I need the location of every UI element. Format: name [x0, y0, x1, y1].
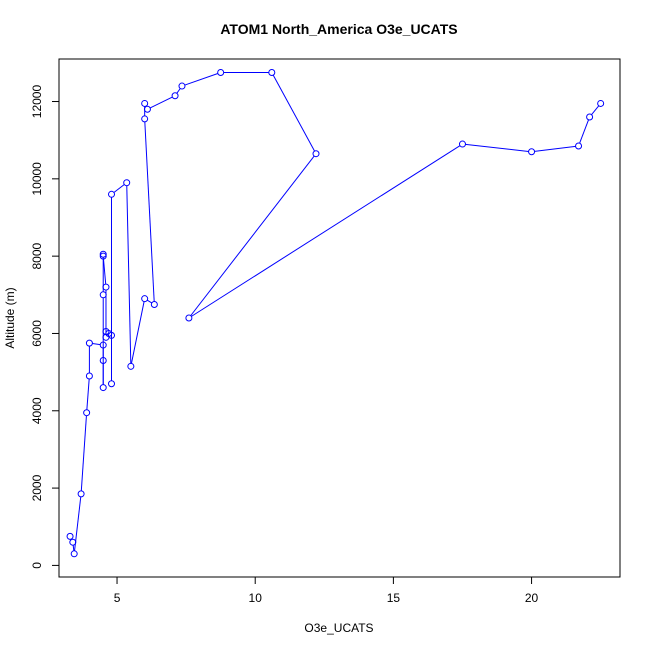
data-point	[99, 291, 107, 299]
series-segment	[579, 119, 589, 144]
series-segment	[184, 73, 219, 86]
x-tick-label: 10	[249, 591, 263, 605]
y-axis: 0 2000 4000 6000 8000 10000 12000	[30, 85, 60, 569]
series-segment	[191, 145, 461, 317]
series-segment	[144, 121, 155, 302]
y-tick-label: 10000	[30, 162, 44, 196]
y-tick-label: 12000	[30, 85, 44, 119]
series-segment	[176, 88, 181, 94]
y-tick-label: 0	[30, 562, 44, 569]
data-point	[458, 140, 466, 148]
data-point	[150, 300, 158, 308]
series-segment	[190, 155, 315, 316]
y-tick-label: 4000	[30, 397, 44, 424]
data-point	[185, 314, 193, 322]
data-point	[108, 331, 116, 339]
data-point	[123, 179, 131, 187]
series-segment	[102, 259, 107, 285]
series-segment	[86, 378, 90, 410]
series-segment	[113, 184, 125, 193]
data-point	[108, 380, 116, 388]
series-segment	[146, 299, 153, 304]
data-point	[141, 295, 149, 303]
data-point	[597, 99, 605, 107]
series-segment	[92, 343, 101, 346]
x-axis-label: O3e_UCATS	[304, 621, 373, 635]
data-point	[83, 409, 91, 417]
y-axis-label: Altitude (m)	[3, 287, 17, 348]
data-point	[99, 357, 107, 365]
series-segment	[272, 74, 316, 152]
plot-frame	[58, 58, 621, 578]
x-tick-label: 20	[525, 591, 539, 605]
data-point	[575, 142, 583, 150]
data-point	[268, 69, 276, 77]
series-segment	[130, 301, 145, 364]
data-point	[528, 148, 536, 156]
data-point	[171, 92, 179, 100]
data-point	[69, 538, 77, 546]
x-tick-label: 5	[114, 591, 121, 605]
data-point	[178, 82, 186, 90]
y-tick-label: 6000	[30, 320, 44, 347]
data-point	[102, 283, 110, 291]
series-segment	[72, 545, 75, 551]
data-point	[77, 490, 85, 498]
data-point	[85, 372, 93, 380]
y-tick-label: 2000	[30, 474, 44, 501]
series-segment	[465, 143, 529, 152]
data-point	[127, 362, 135, 370]
series-lines	[72, 72, 600, 551]
y-tick-label: 8000	[30, 242, 44, 269]
chart-title: ATOM1 North_America O3e_UCATS	[220, 21, 457, 37]
data-point	[141, 115, 149, 123]
series-segment	[80, 415, 87, 491]
x-tick-label: 15	[387, 591, 401, 605]
data-point	[70, 550, 78, 558]
data-point	[586, 113, 594, 121]
data-point	[85, 339, 93, 347]
data-point	[217, 69, 225, 77]
data-point	[99, 250, 107, 258]
series-points	[66, 69, 605, 558]
x-axis: 5 10 15 20	[114, 576, 539, 605]
data-point	[66, 532, 74, 540]
data-point	[141, 99, 149, 107]
series-segment	[591, 105, 600, 115]
data-point	[99, 341, 107, 349]
data-point	[99, 252, 107, 260]
data-point	[312, 150, 320, 158]
series-segment	[126, 185, 132, 364]
data-point	[108, 190, 116, 198]
data-point	[99, 384, 107, 392]
series-segment	[534, 145, 576, 152]
series-segment	[149, 96, 173, 109]
data-point	[143, 105, 151, 113]
